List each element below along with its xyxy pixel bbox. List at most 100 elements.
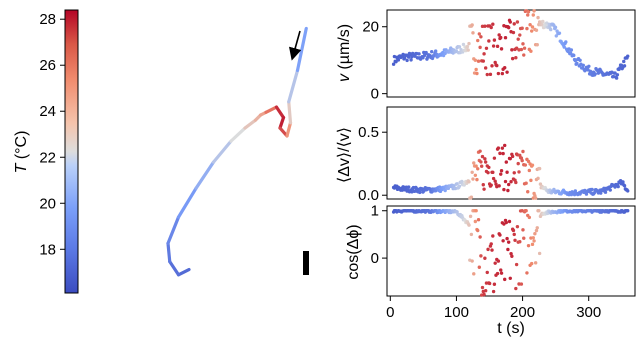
fluctuation-points — [391, 143, 630, 200]
data-point — [533, 196, 538, 200]
data-point — [492, 282, 497, 286]
data-point — [520, 26, 524, 30]
data-point — [471, 31, 475, 35]
data-point — [483, 160, 488, 164]
data-point — [572, 53, 576, 58]
data-point — [500, 146, 505, 150]
data-point — [483, 289, 488, 293]
xtick-label: 200 — [510, 304, 535, 321]
data-point — [489, 183, 493, 187]
trajectory-segment — [168, 260, 181, 277]
speed-yticks: 0 20 — [362, 19, 387, 103]
trajectory-segment — [285, 121, 293, 138]
data-point — [504, 160, 509, 164]
data-point — [454, 49, 459, 53]
trajectory-segment — [295, 26, 308, 73]
data-point — [480, 285, 485, 290]
data-point — [482, 187, 486, 191]
data-point — [490, 248, 494, 252]
trajectory-panel — [166, 26, 309, 277]
data-point — [406, 185, 411, 189]
data-point — [508, 20, 512, 24]
data-point — [626, 54, 630, 58]
colorbar-ticks: 18 20 22 24 26 28 — [39, 11, 65, 258]
data-point — [514, 46, 519, 50]
data-point — [526, 190, 530, 194]
data-point — [482, 292, 486, 297]
trajectory-path — [166, 26, 308, 277]
data-point — [514, 180, 518, 185]
time-xlabel: t (s) — [497, 320, 525, 337]
data-point — [491, 234, 495, 238]
ytick-label: 0.0 — [358, 187, 379, 204]
data-point — [405, 58, 409, 63]
data-point — [509, 251, 513, 256]
data-point — [520, 158, 524, 163]
data-point — [496, 146, 501, 150]
data-point — [489, 25, 493, 30]
data-point — [526, 159, 531, 164]
trajectory-segment — [176, 267, 191, 277]
data-point — [473, 219, 478, 224]
trajectory-segment — [211, 139, 233, 164]
trajectory-segment — [287, 68, 300, 104]
data-point — [510, 254, 514, 258]
data-point — [470, 23, 474, 27]
data-point — [562, 45, 566, 49]
data-point — [525, 26, 529, 31]
colorbar: 18 20 22 24 26 28 T (°C) — [13, 9, 79, 294]
speed-points — [391, 9, 630, 80]
data-point — [592, 191, 597, 195]
data-point — [529, 178, 533, 183]
data-point — [499, 35, 503, 40]
trajectory-segment — [274, 105, 286, 120]
data-point — [510, 48, 514, 52]
data-point — [537, 209, 541, 213]
data-point — [522, 46, 527, 50]
data-point — [483, 24, 487, 28]
data-point — [503, 66, 507, 70]
data-point — [461, 42, 466, 47]
orientation-panel: 01 0 100 200 300 cos(Δϕ) t (s) — [345, 203, 636, 337]
data-point — [470, 259, 474, 263]
data-point — [511, 30, 516, 35]
trajectory-segment — [176, 186, 198, 219]
data-point — [622, 184, 627, 188]
ytick-label: 0 — [371, 250, 379, 267]
data-point — [519, 47, 524, 52]
fluctuation-panel: 0.0 0.5 ⟨Δv⟩/⟨v⟩ — [336, 106, 636, 204]
data-point — [506, 247, 510, 252]
data-point — [524, 181, 528, 185]
data-point — [460, 179, 464, 184]
data-point — [501, 151, 505, 156]
data-point — [530, 163, 535, 167]
ytick-label: 20 — [362, 19, 379, 36]
data-point — [476, 167, 480, 171]
data-point — [473, 173, 478, 177]
data-point — [529, 261, 534, 266]
data-point — [490, 64, 494, 68]
data-point — [493, 179, 497, 183]
data-point — [621, 180, 625, 184]
data-point — [532, 9, 536, 13]
data-point — [495, 44, 500, 49]
ytick-label: 0 — [371, 86, 379, 103]
data-point — [608, 188, 612, 192]
data-point — [518, 33, 522, 37]
data-point — [507, 219, 512, 224]
data-point — [498, 233, 502, 237]
data-point — [430, 56, 435, 61]
data-point — [475, 71, 479, 76]
data-point — [622, 64, 627, 68]
data-point — [467, 223, 471, 227]
data-point — [602, 186, 606, 190]
data-point — [516, 161, 520, 166]
data-point — [502, 187, 506, 192]
data-point — [478, 235, 482, 239]
data-point — [491, 289, 496, 294]
data-point — [519, 282, 524, 286]
data-point — [535, 43, 539, 47]
orientation-panel-frame — [386, 205, 636, 297]
orientation-yticks: 01 — [371, 203, 387, 267]
data-point — [457, 184, 462, 188]
